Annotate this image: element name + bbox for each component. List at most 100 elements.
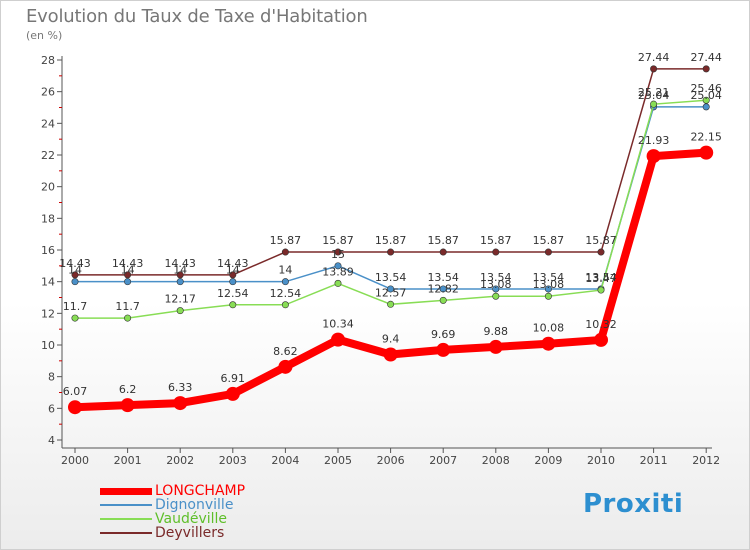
- data-label: 11.7: [63, 300, 88, 313]
- data-label: 13.08: [480, 278, 512, 291]
- data-point: [544, 285, 552, 293]
- x-tick-label: 2004: [271, 454, 299, 467]
- legend-label: LONGCHAMP: [155, 483, 246, 499]
- data-label: 12.54: [217, 287, 249, 300]
- data-label: 21.93: [638, 134, 670, 147]
- data-label: 15.87: [427, 234, 459, 247]
- data-point: [702, 96, 710, 104]
- y-tick-label: 8: [48, 371, 55, 384]
- data-label: 10.32: [585, 318, 617, 331]
- data-point: [71, 271, 79, 279]
- data-label: 13.47: [585, 272, 617, 285]
- data-point: [492, 248, 500, 256]
- data-point: [334, 279, 342, 287]
- data-point: [334, 248, 342, 256]
- data-point: [176, 278, 184, 286]
- data-point: [229, 301, 237, 309]
- data-point: [120, 398, 135, 413]
- x-tick-label: 2007: [429, 454, 457, 467]
- data-point: [436, 342, 451, 357]
- data-point: [541, 336, 556, 351]
- legend-label: Vaudéville: [155, 511, 228, 527]
- x-tick-label: 2008: [482, 454, 510, 467]
- data-point: [387, 300, 395, 308]
- data-label: 14.43: [217, 257, 249, 270]
- data-label: 15.87: [533, 234, 565, 247]
- data-point: [124, 271, 132, 279]
- x-tick-label: 2011: [640, 454, 668, 467]
- data-label: 14: [121, 264, 135, 277]
- data-label: 9.69: [431, 328, 456, 341]
- data-label: 9.4: [382, 333, 400, 346]
- data-point: [173, 396, 188, 411]
- data-label: 13.54: [533, 271, 565, 284]
- data-point: [650, 100, 658, 108]
- data-label: 27.44: [638, 51, 670, 64]
- data-label: 14.43: [164, 257, 196, 270]
- data-point: [646, 149, 661, 164]
- data-point: [176, 271, 184, 279]
- y-tick-label: 4: [48, 434, 55, 447]
- data-point: [225, 386, 240, 401]
- data-label: 25.21: [638, 86, 670, 99]
- data-point: [544, 292, 552, 300]
- data-label: 6.33: [168, 381, 193, 394]
- data-point: [439, 248, 447, 256]
- chart-title: Evolution du Taux de Taxe d'Habitation: [26, 6, 368, 27]
- legend-swatch: [100, 532, 152, 534]
- data-label: 8.62: [273, 345, 298, 358]
- data-label: 9.88: [484, 325, 509, 338]
- data-point: [650, 65, 658, 73]
- y-tick-label: 16: [41, 244, 55, 257]
- data-point: [699, 145, 714, 160]
- data-label: 25.04: [638, 89, 670, 102]
- data-point: [68, 400, 82, 415]
- data-point: [387, 248, 395, 256]
- x-tick-label: 2003: [219, 454, 247, 467]
- data-label: 15.87: [322, 234, 354, 247]
- x-tick-label: 2002: [166, 454, 194, 467]
- data-point: [702, 103, 710, 111]
- legend-label: Dignonville: [155, 497, 234, 513]
- data-point: [387, 285, 395, 293]
- x-tick-label: 2001: [114, 454, 142, 467]
- data-point: [281, 278, 289, 286]
- y-tick-label: 6: [48, 402, 55, 415]
- data-label: 12.57: [375, 286, 407, 299]
- data-point: [71, 278, 79, 286]
- data-label: 11.7: [115, 300, 140, 313]
- y-axis-unit: (en %): [26, 29, 63, 42]
- data-label: 12.82: [427, 282, 459, 295]
- data-label: 14: [278, 264, 292, 277]
- data-label: 15: [331, 248, 345, 261]
- data-label: 15.87: [375, 234, 407, 247]
- data-label: 6.91: [221, 372, 246, 385]
- data-label: 14: [226, 264, 240, 277]
- data-point: [71, 314, 79, 322]
- data-label: 14: [173, 264, 187, 277]
- data-label: 10.34: [322, 318, 354, 331]
- data-point: [229, 271, 237, 279]
- data-point: [597, 248, 605, 256]
- x-tick-label: 2006: [377, 454, 405, 467]
- data-point: [281, 301, 289, 309]
- data-label: 13.08: [533, 278, 565, 291]
- data-point: [702, 65, 710, 73]
- legend-swatch: [100, 504, 152, 506]
- y-tick-label: 26: [41, 86, 55, 99]
- x-tick-label: 2000: [61, 454, 89, 467]
- data-point: [383, 347, 398, 362]
- data-point: [331, 332, 345, 347]
- y-tick-label: 14: [41, 276, 55, 289]
- data-label: 14: [68, 264, 82, 277]
- data-point: [229, 278, 237, 286]
- data-point: [597, 286, 605, 294]
- data-label: 6.2: [119, 383, 137, 396]
- data-label: 10.08: [533, 322, 565, 335]
- legend-swatch: [100, 488, 152, 495]
- data-point: [278, 359, 293, 374]
- data-label: 12.17: [164, 293, 196, 306]
- data-label: 13.89: [322, 265, 354, 278]
- data-point: [124, 314, 132, 322]
